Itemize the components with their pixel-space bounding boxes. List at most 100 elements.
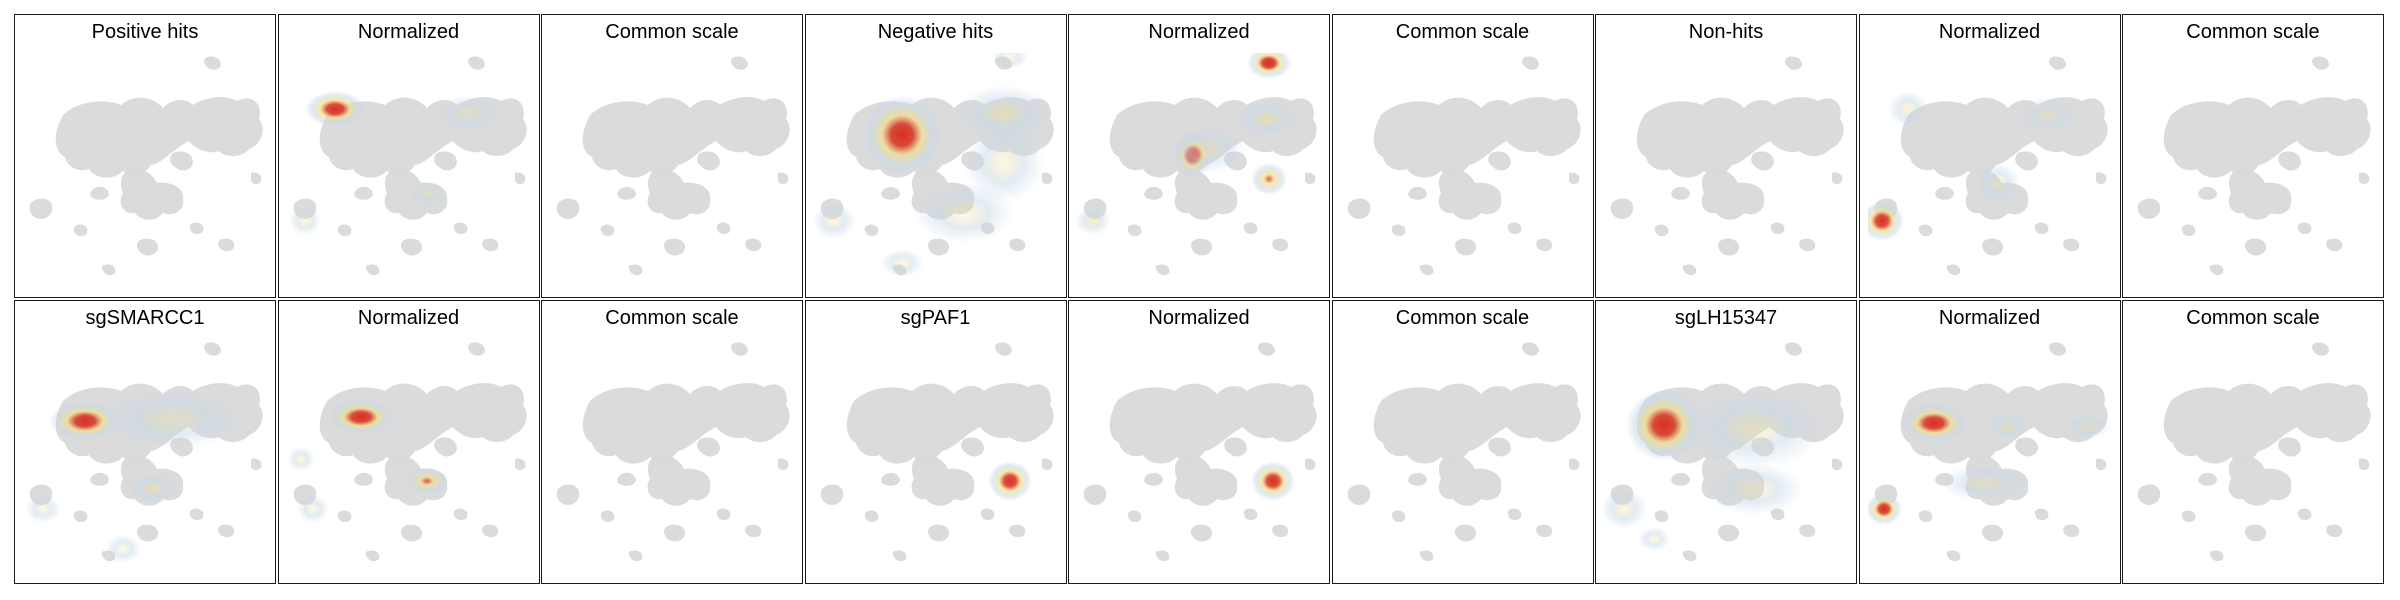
umap-silhouette [1347, 56, 1581, 276]
density-layer [1251, 461, 1295, 501]
umap-silhouette [29, 56, 263, 276]
cell-cluster [2181, 510, 2196, 522]
cell-clusters [1610, 56, 1844, 276]
cell-cluster [467, 56, 485, 70]
cell-cluster [2228, 455, 2292, 506]
cell-cluster [251, 458, 262, 470]
density-layer [1604, 389, 1824, 551]
density-blob [105, 535, 141, 563]
umap-silhouette [1077, 53, 1317, 276]
panel-positive-hits: Positive hits [14, 14, 276, 298]
panel-non-hits-normalized: Normalized [1858, 14, 2121, 298]
cell-cluster [90, 186, 109, 200]
cell-cluster [617, 186, 636, 200]
cell-cluster [617, 472, 636, 486]
density-layer [987, 461, 1032, 501]
cell-cluster [1041, 458, 1052, 470]
cell-cluster [2137, 484, 2161, 505]
umap-silhouette [1347, 342, 1581, 562]
density-blob [1867, 201, 1904, 241]
cell-cluster [911, 455, 974, 506]
density-blob [991, 53, 1028, 69]
cell-cluster [2181, 224, 2196, 236]
density-blob [296, 495, 329, 523]
density-layer [1077, 53, 1301, 235]
cell-cluster [1785, 56, 1802, 70]
cell-cluster [1008, 524, 1025, 538]
density-blob [1251, 461, 1295, 501]
cell-cluster [1799, 238, 1816, 252]
panel-sgsmarcc1-normalized: Normalized [277, 300, 540, 584]
cell-cluster [2163, 383, 2371, 464]
umap-silhouette [1867, 56, 2108, 276]
cell-cluster [1671, 186, 1690, 200]
panel-positive-common-scale: Common scale [541, 14, 803, 298]
panel-title: Common scale [1395, 307, 1530, 329]
density-blob [127, 473, 179, 505]
cell-cluster [353, 472, 373, 486]
cell-cluster [1155, 550, 1170, 562]
cell-clusters [1874, 342, 2108, 562]
panel-sgpaf1: sgPAF1 [804, 300, 1067, 584]
cell-cluster [2062, 524, 2079, 538]
density-blob [1626, 389, 1702, 461]
cell-cluster [1654, 510, 1669, 522]
cell-cluster [2095, 172, 2106, 184]
panel-sgpaf1-normalized: Normalized [1068, 300, 1330, 584]
umap-silhouette [1610, 56, 1844, 276]
cell-cluster [2062, 238, 2079, 252]
cell-cluster [820, 484, 843, 505]
cell-cluster [1832, 172, 1843, 184]
cell-cluster [1391, 510, 1405, 522]
cell-cluster [433, 151, 457, 171]
panel-title: Normalized [1148, 21, 1250, 43]
density-blob [2065, 415, 2110, 439]
cell-cluster [1391, 224, 1405, 236]
cell-cluster [337, 224, 351, 236]
cell-cluster [365, 264, 379, 276]
cell-cluster [1272, 524, 1289, 538]
cell-cluster [880, 186, 900, 200]
umap-silhouette [820, 342, 1054, 562]
cell-cluster [1799, 524, 1816, 538]
umap-silhouette [556, 56, 790, 276]
density-blob [49, 401, 121, 441]
cell-cluster [481, 238, 498, 252]
density-blob [1169, 125, 1245, 173]
cell-cluster [1785, 342, 1802, 356]
cell-cluster [1144, 472, 1163, 486]
cell-cluster [2312, 342, 2329, 356]
cell-cluster [1127, 224, 1142, 236]
cell-clusters [820, 342, 1054, 562]
density-blob [1899, 403, 1968, 443]
density-layer [1867, 91, 2076, 241]
cell-cluster [1717, 524, 1740, 542]
cell-cluster [189, 508, 204, 520]
cell-cluster [1419, 550, 1433, 562]
cell-cluster [2297, 222, 2312, 234]
density-blob [963, 123, 1044, 203]
density-blob [1939, 465, 2032, 501]
cell-cluster [556, 198, 580, 219]
cell-cluster [136, 524, 159, 542]
umap-silhouette [25, 342, 263, 563]
figure-grid: Positive hits Normalized Common scale Ne… [14, 14, 2384, 584]
panel-title: Non-hits [1688, 21, 1764, 43]
density-blob [1975, 163, 2020, 203]
cell-clusters [293, 56, 527, 276]
cell-cluster [880, 472, 900, 486]
cell-cluster [2095, 458, 2106, 470]
cell-cluster [1654, 224, 1669, 236]
cell-cluster [1521, 56, 1539, 70]
density-blob [861, 95, 942, 175]
cell-cluster [2297, 508, 2312, 520]
density-blob [304, 91, 365, 127]
umap-silhouette [2137, 342, 2371, 562]
cell-cluster [1934, 186, 1954, 200]
cell-clusters [556, 56, 790, 276]
panel-title: Common scale [605, 21, 739, 43]
density-layer [813, 53, 1052, 277]
cell-cluster [697, 151, 720, 171]
cell-cluster [400, 524, 422, 542]
density-layer [25, 389, 243, 563]
